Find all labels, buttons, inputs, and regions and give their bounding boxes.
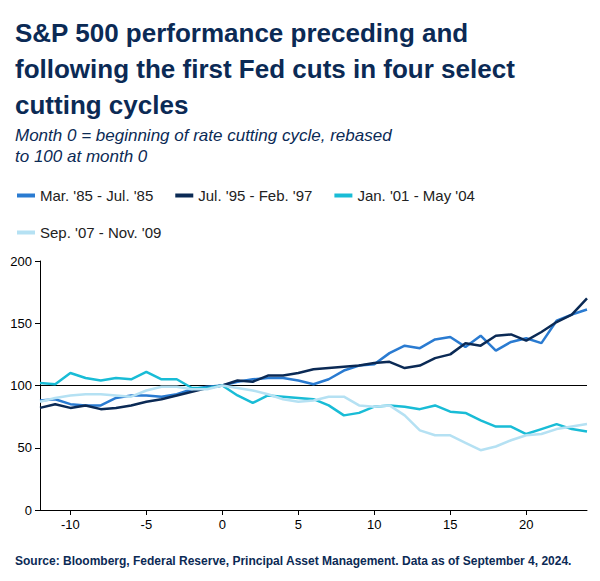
svg-text:50: 50 <box>18 440 32 455</box>
svg-text:cutting cycles: cutting cycles <box>15 90 188 120</box>
svg-text:Mar. '85 - Jul. '85: Mar. '85 - Jul. '85 <box>40 187 153 204</box>
svg-text:Source: Bloomberg, Federal Res: Source: Bloomberg, Federal Reserve, Prin… <box>15 554 571 568</box>
svg-text:Month 0 = beginning of rate cu: Month 0 = beginning of rate cutting cycl… <box>15 126 396 145</box>
svg-text:Sep. '07 - Nov. '09: Sep. '07 - Nov. '09 <box>40 224 161 241</box>
svg-text:-5: -5 <box>141 517 153 532</box>
svg-text:S&P 500 performance preceding: S&P 500 performance preceding and <box>15 18 475 48</box>
svg-text:20: 20 <box>519 517 533 532</box>
svg-text:100: 100 <box>10 378 32 393</box>
svg-text:0: 0 <box>25 503 32 518</box>
svg-text:10: 10 <box>367 517 381 532</box>
svg-text:200: 200 <box>10 254 32 269</box>
svg-text:Jul. '95 - Feb. '97: Jul. '95 - Feb. '97 <box>198 187 312 204</box>
svg-text:150: 150 <box>10 316 32 331</box>
svg-text:following the first Fed cuts i: following the first Fed cuts in four sel… <box>15 54 522 84</box>
svg-text:-10: -10 <box>61 517 80 532</box>
svg-text:to 100 at month 0: to 100 at month 0 <box>15 147 148 166</box>
svg-text:Jan. '01 - May '04: Jan. '01 - May '04 <box>357 187 474 204</box>
svg-text:0: 0 <box>219 517 226 532</box>
svg-text:15: 15 <box>443 517 457 532</box>
svg-text:5: 5 <box>295 517 302 532</box>
